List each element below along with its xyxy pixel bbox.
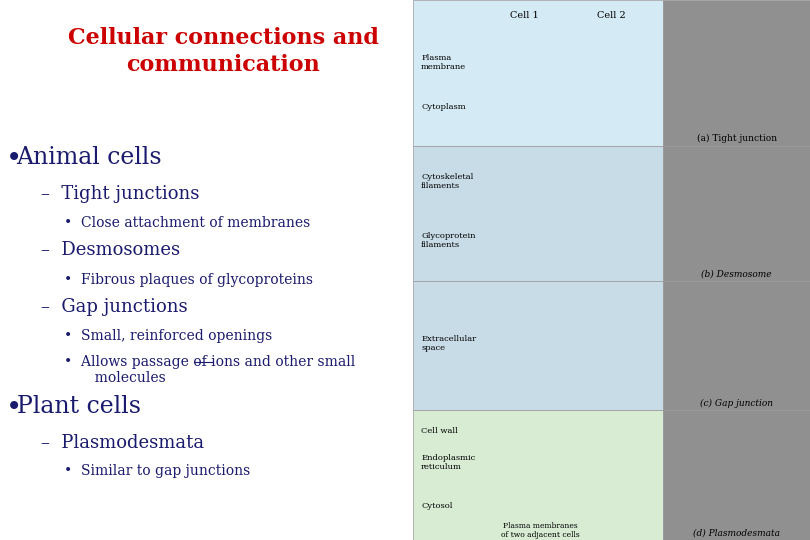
Text: •: • [6,395,23,422]
Text: Extracellular
space: Extracellular space [421,335,476,352]
Text: Cytosol: Cytosol [421,502,453,510]
Bar [413,146,663,281]
Bar [413,410,663,540]
Bar [663,146,810,281]
Text: Plasma membranes
of two adjacent cells: Plasma membranes of two adjacent cells [501,522,579,539]
Text: •: • [6,146,23,173]
Text: Cytoskeletal
filaments: Cytoskeletal filaments [421,173,473,190]
Text: •  Allows passage of ions and other small
       molecules: • Allows passage of ions and other small… [64,355,356,385]
Text: •  Small, reinforced openings: • Small, reinforced openings [64,329,272,343]
Text: Cell 2: Cell 2 [597,11,626,20]
Bar [663,410,810,540]
Text: Plasma
membrane: Plasma membrane [421,54,467,71]
Text: Glycoprotein
filaments: Glycoprotein filaments [421,232,475,249]
Text: Animal cells: Animal cells [16,146,162,169]
Text: –  Plasmodesmata: – Plasmodesmata [41,434,204,452]
Text: Cellular connections and
communication: Cellular connections and communication [68,27,378,76]
Text: (a) Tight junction: (a) Tight junction [697,134,777,143]
Text: (c) Gap junction: (c) Gap junction [700,399,773,408]
Bar [413,281,663,410]
Text: (b) Desmosome: (b) Desmosome [701,269,772,278]
Text: –  Gap junctions: – Gap junctions [41,298,188,316]
Bar [663,0,810,146]
Text: Cell wall: Cell wall [421,427,458,435]
Text: –  Desmosomes: – Desmosomes [41,241,181,259]
Text: •  Close attachment of membranes: • Close attachment of membranes [64,216,310,230]
Text: –  Tight junctions: – Tight junctions [41,185,200,202]
Text: Plant cells: Plant cells [16,395,140,418]
Text: •  Fibrous plaques of glycoproteins: • Fibrous plaques of glycoproteins [64,273,313,287]
Bar [663,281,810,410]
Text: •  Similar to gap junctions: • Similar to gap junctions [64,464,250,478]
Text: Cytoplasm: Cytoplasm [421,103,466,111]
Text: (d) Plasmodesmata: (d) Plasmodesmata [693,528,780,537]
Bar [413,0,663,146]
Text: Endoplasmic
reticulum: Endoplasmic reticulum [421,454,475,471]
Text: Cell 1: Cell 1 [509,11,539,20]
